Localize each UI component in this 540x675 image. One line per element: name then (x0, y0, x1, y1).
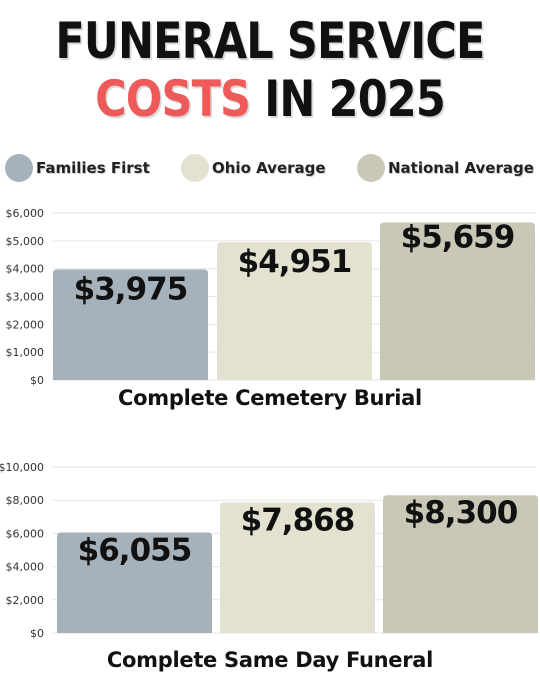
bar-families-first (53, 269, 208, 380)
legend: Families First Ohio Average National Ave… (0, 152, 540, 184)
cemetery-burial-caption: Complete Cemetery Burial (118, 386, 422, 410)
y-tick-label: $3,000 (6, 291, 45, 304)
bar-families-first (57, 532, 212, 633)
y-tick-label: $5,000 (6, 235, 45, 248)
value-label-national-average: $5,659 (401, 219, 515, 255)
bar-ohio-average (217, 242, 372, 380)
y-tick-label: $2,000 (6, 318, 45, 331)
bar-national-average (380, 222, 535, 380)
y-tick-label: $6,000 (6, 527, 45, 540)
legend-item-national-average: National Average (357, 152, 534, 184)
legend-swatch-families-first (5, 154, 33, 182)
same-day-funeral-chart: $0 $2,000 $4,000 $6,000 $8,000 $10,000 $6,055 $… (0, 461, 538, 640)
y-tick-label: $0 (30, 627, 44, 640)
same-day-funeral-caption: Complete Same Day Funeral (106, 648, 434, 672)
title-line-2: COSTS IN 2025 (38, 72, 502, 126)
title-highlight: COSTS (95, 70, 251, 128)
legend-label-families-first: Families First (36, 159, 150, 177)
y-tick-label: $8,000 (6, 494, 45, 507)
legend-item-ohio-average: Ohio Average (181, 152, 326, 184)
y-tick-label: $4,000 (6, 263, 45, 276)
y-tick-label: $0 (30, 374, 44, 387)
title-rest: IN 2025 (264, 70, 445, 128)
cemetery-burial-chart: $0 $1,000 $2,000 $3,000 $4,000 $5,000 $6,000 $3… (6, 207, 536, 387)
y-tick-label: $6,000 (6, 207, 45, 220)
value-label-families-first: $3,975 (74, 271, 188, 307)
title-line-1: FUNERAL SERVICE (55, 12, 485, 70)
value-label-ohio-average: $4,951 (238, 244, 352, 280)
legend-label-national-average: National Average (388, 159, 534, 177)
y-tick-label: $10,000 (0, 461, 44, 474)
y-tick-label: $4,000 (6, 561, 45, 574)
value-label-national-average: $8,300 (404, 495, 518, 531)
value-label-families-first: $6,055 (78, 532, 192, 568)
legend-label-ohio-average: Ohio Average (212, 159, 326, 177)
bar-national-average (383, 495, 538, 633)
y-tick-label: $1,000 (6, 346, 45, 359)
legend-item-families-first: Families First (5, 152, 150, 184)
legend-swatch-ohio-average (181, 154, 209, 182)
bar-ohio-average (220, 502, 375, 633)
y-tick-label: $2,000 (6, 594, 45, 607)
legend-swatch-national-average (357, 154, 385, 182)
value-label-ohio-average: $7,868 (241, 502, 355, 538)
